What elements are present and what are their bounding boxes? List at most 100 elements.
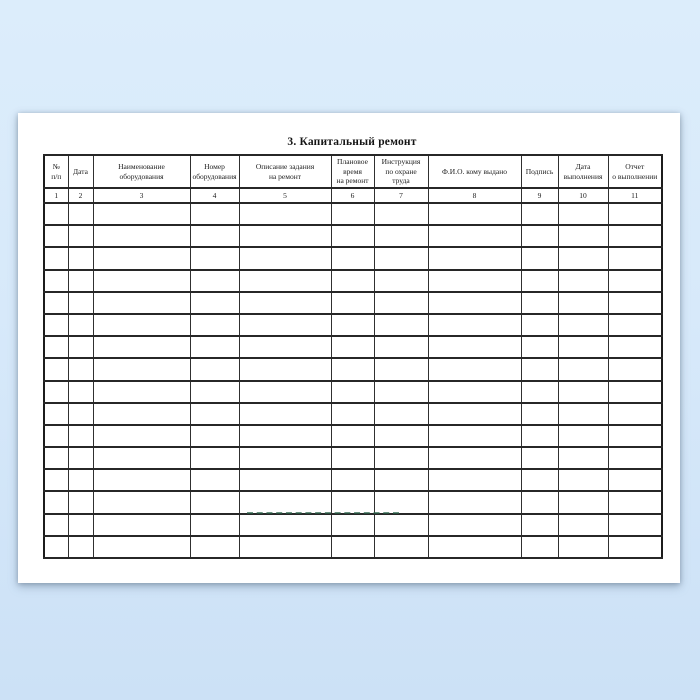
table-cell [520, 423, 559, 449]
header-row: № п/п Дата Наименование оборудования Номер … [43, 154, 663, 189]
table-cell [427, 335, 522, 360]
table-cell [43, 534, 69, 560]
table-cell [238, 512, 332, 537]
table-cell [520, 446, 559, 471]
table-row [43, 468, 663, 493]
table-cell [427, 268, 522, 293]
table-row [43, 490, 663, 515]
table-cell [43, 446, 69, 471]
table-cell [67, 268, 94, 293]
column-number-row: 1 2 3 4 5 6 7 8 9 10 11 [43, 187, 663, 204]
table-row [43, 401, 663, 426]
table-cell [330, 312, 375, 338]
table-cell [373, 290, 429, 315]
column-number-cell: 2 [67, 187, 94, 204]
table-cell [557, 446, 609, 471]
table-cell [92, 201, 191, 227]
table-cell [427, 379, 522, 404]
table-row [43, 335, 663, 360]
table-cell [43, 268, 69, 293]
table-cell [557, 312, 609, 338]
table-cell [607, 335, 663, 360]
table-cell [607, 423, 663, 449]
table-cell [67, 290, 94, 315]
table-cell [607, 490, 663, 515]
table-cell [520, 268, 559, 293]
table-cell [373, 379, 429, 404]
table-cell [520, 379, 559, 404]
page-title: 3. Капитальный ремонт [287, 136, 417, 148]
table-cell [330, 246, 375, 271]
table-cell [427, 357, 522, 382]
table-cell [607, 290, 663, 315]
table-cell [238, 268, 332, 293]
table-cell [43, 357, 69, 382]
table-cell [330, 468, 375, 493]
table-cell [92, 335, 191, 360]
table-cell [330, 290, 375, 315]
table-cell [43, 423, 69, 449]
header-cell: Дата [67, 154, 94, 189]
table-row [43, 423, 663, 449]
table-cell [520, 246, 559, 271]
table-cell [92, 268, 191, 293]
table-cell [67, 357, 94, 382]
table-cell [92, 379, 191, 404]
header-cell: Плановое время на ремонт [330, 154, 375, 189]
table-cell [238, 335, 332, 360]
column-number-cell: 7 [373, 187, 429, 204]
table-cell [427, 290, 522, 315]
document-content: 3. Капитальный ремонт № п/п Дата Наименова… [43, 136, 663, 560]
table-cell [189, 401, 240, 426]
table-cell [520, 512, 559, 537]
table-cell [189, 268, 240, 293]
header-cell: Номер оборудования [189, 154, 240, 189]
table-cell [67, 401, 94, 426]
table-cell [520, 534, 559, 560]
table-cell [373, 335, 429, 360]
table-cell [238, 446, 332, 471]
table-cell [427, 423, 522, 449]
table-cell [427, 246, 522, 271]
table-cell [607, 224, 663, 249]
table-cell [557, 490, 609, 515]
table-cell [427, 468, 522, 493]
table-row [43, 246, 663, 271]
table-cell [607, 246, 663, 271]
table-cell [43, 312, 69, 338]
table-cell [557, 512, 609, 537]
header-cell: Описание задания на ремонт [238, 154, 332, 189]
table-row [43, 201, 663, 227]
table-cell [43, 246, 69, 271]
table-cell [427, 401, 522, 426]
table-cell [373, 312, 429, 338]
table-cell [607, 312, 663, 338]
table-cell [427, 446, 522, 471]
table-cell [92, 490, 191, 515]
table-cell [92, 512, 191, 537]
table-cell [43, 224, 69, 249]
table-cell [373, 512, 429, 537]
column-number-cell: 11 [607, 187, 663, 204]
table-row [43, 268, 663, 293]
table-cell [557, 468, 609, 493]
table-cell [189, 290, 240, 315]
table-cell [238, 290, 332, 315]
column-number-cell: 5 [238, 187, 332, 204]
table-cell [373, 246, 429, 271]
table-cell [92, 423, 191, 449]
table-cell [67, 534, 94, 560]
table-cell [330, 268, 375, 293]
table-row [43, 379, 663, 404]
table-cell [67, 246, 94, 271]
table-cell [238, 379, 332, 404]
table-cell [92, 534, 191, 560]
table-cell [67, 201, 94, 227]
table-cell [67, 468, 94, 493]
column-number-cell: 1 [43, 187, 69, 204]
table-cell [557, 268, 609, 293]
table-cell [427, 312, 522, 338]
table-cell [92, 246, 191, 271]
table-cell [557, 201, 609, 227]
